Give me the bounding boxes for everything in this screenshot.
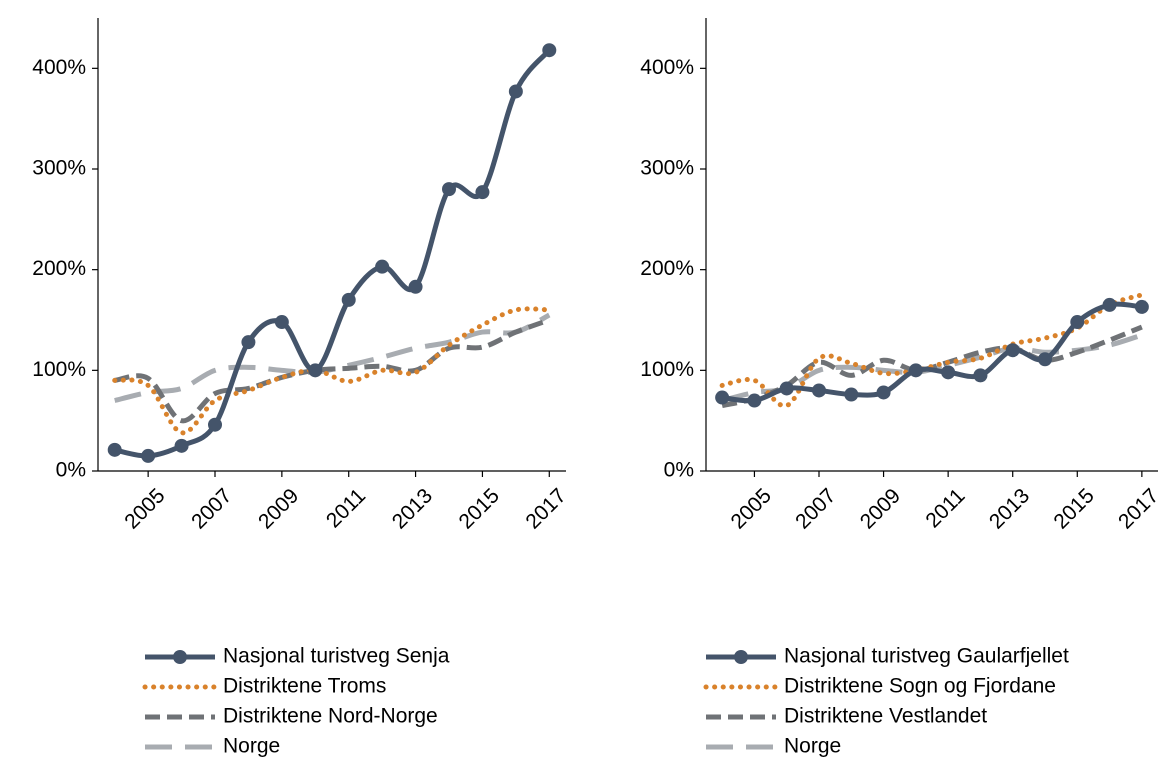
x-tick-label: 2017 bbox=[1114, 484, 1161, 533]
x-tick-label: 2005 bbox=[120, 484, 169, 533]
x-tick-label: 2011 bbox=[921, 484, 969, 532]
x-tick-label: 2017 bbox=[521, 484, 570, 533]
legend-label: Norge bbox=[223, 735, 280, 758]
chart: 0% 100% 200% 300% 400% 2005 2007 2009 2011 2013 20… bbox=[640, 18, 1161, 758]
point bbox=[1005, 343, 1020, 358]
x-tick-label: 2015 bbox=[1049, 484, 1098, 533]
point bbox=[308, 363, 323, 378]
y-tick-label: 0% bbox=[664, 459, 694, 482]
point bbox=[1102, 297, 1117, 312]
point bbox=[274, 315, 289, 330]
x-tick-label: 2013 bbox=[388, 484, 437, 533]
y-tick-label: 100% bbox=[640, 358, 694, 381]
point bbox=[542, 43, 557, 58]
y-tick-label: 400% bbox=[640, 56, 694, 79]
x-tick-label: 2009 bbox=[856, 484, 905, 533]
legend-label: Distriktene Nord-Norge bbox=[223, 705, 438, 728]
point bbox=[1070, 315, 1085, 330]
point bbox=[141, 448, 156, 463]
point bbox=[208, 417, 222, 432]
series-line bbox=[719, 292, 1145, 409]
y-tick-label: 300% bbox=[32, 157, 86, 180]
point bbox=[442, 182, 456, 197]
point bbox=[876, 385, 891, 400]
point bbox=[715, 390, 730, 405]
y-tick-label: 100% bbox=[32, 358, 86, 381]
series-line bbox=[114, 317, 551, 424]
point bbox=[241, 335, 256, 350]
x-tick-label: 2015 bbox=[455, 484, 504, 533]
point bbox=[174, 438, 189, 453]
point bbox=[475, 185, 490, 200]
point bbox=[973, 368, 988, 383]
y-tick-label: 300% bbox=[640, 157, 694, 180]
point bbox=[107, 442, 122, 457]
chart: 0% 100% 200% 300% 400% 2005 2007 2009 2011 2013 20… bbox=[32, 18, 571, 758]
point bbox=[508, 84, 523, 99]
y-tick-label: 400% bbox=[32, 56, 86, 79]
point bbox=[375, 259, 390, 274]
x-tick-label: 2005 bbox=[727, 484, 776, 533]
point bbox=[908, 363, 923, 378]
x-tick-label: 2007 bbox=[791, 484, 840, 533]
legend-label: Nasjonal turistveg Senja bbox=[223, 645, 450, 668]
legend-label: Distriktene Troms bbox=[223, 675, 386, 698]
x-tick-label: 2007 bbox=[187, 484, 236, 533]
x-tick-label: 2011 bbox=[322, 484, 370, 532]
legend-label: Nasjonal turistveg Gaularfjellet bbox=[784, 645, 1069, 668]
legend-label: Distriktene Sogn og Fjordane bbox=[784, 675, 1056, 698]
y-tick-label: 0% bbox=[56, 459, 86, 482]
point bbox=[812, 383, 826, 398]
legend-marker bbox=[734, 650, 748, 664]
x-tick-label: 2013 bbox=[985, 484, 1034, 533]
x-tick-label: 2009 bbox=[254, 484, 303, 533]
series-line bbox=[112, 306, 552, 436]
point bbox=[844, 387, 859, 402]
series-line bbox=[114, 312, 551, 403]
legend-label: Norge bbox=[784, 735, 841, 758]
point bbox=[941, 365, 956, 380]
y-tick-label: 200% bbox=[640, 257, 694, 280]
point bbox=[779, 381, 794, 396]
legend-label: Distriktene Vestlandet bbox=[784, 705, 987, 728]
y-tick-label: 200% bbox=[32, 257, 86, 280]
legend-marker bbox=[173, 650, 187, 664]
point bbox=[408, 279, 423, 294]
point bbox=[1038, 352, 1052, 367]
point bbox=[1134, 299, 1149, 314]
point bbox=[747, 393, 762, 408]
series-line bbox=[114, 48, 552, 459]
point bbox=[341, 292, 356, 307]
